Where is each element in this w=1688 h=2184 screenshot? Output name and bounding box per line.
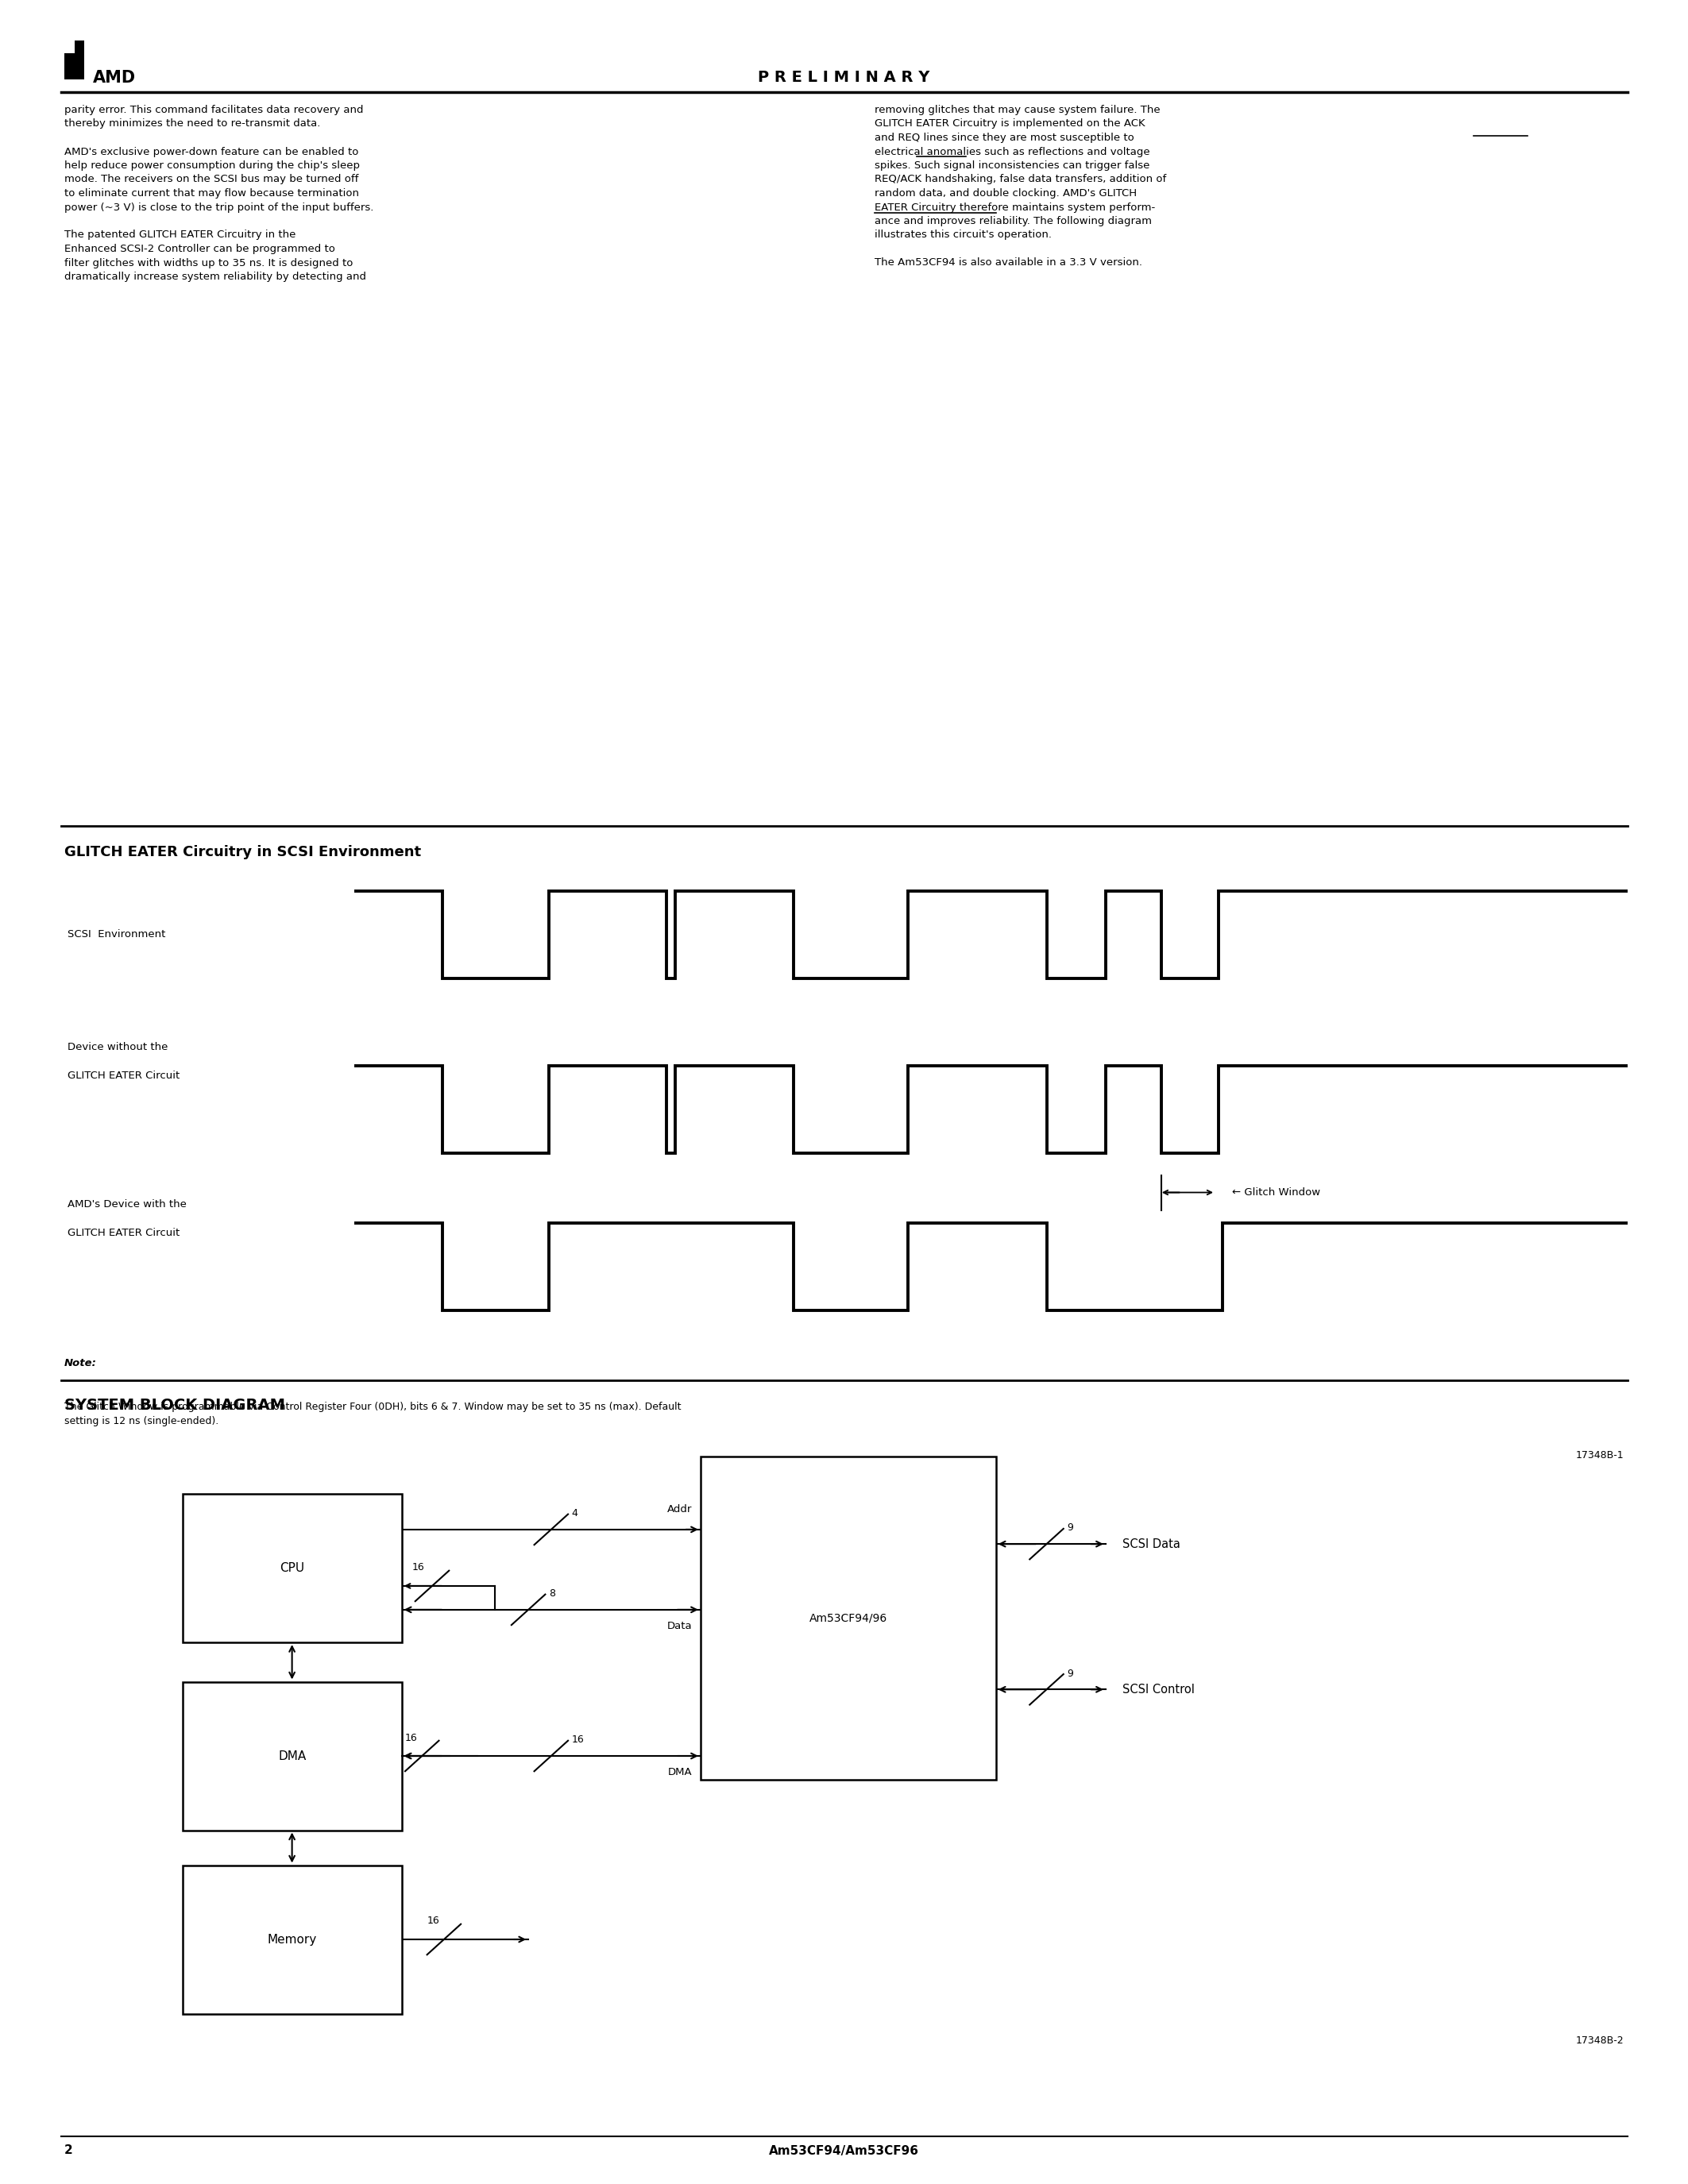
Text: Data: Data (667, 1621, 692, 1631)
Text: Device without the: Device without the (68, 1042, 167, 1053)
Text: SCSI Data: SCSI Data (1123, 1538, 1180, 1551)
Polygon shape (64, 41, 84, 81)
Text: 16: 16 (405, 1732, 417, 1743)
Text: DMA: DMA (279, 1749, 306, 1762)
Text: Memory: Memory (267, 1933, 317, 1946)
Text: P R E L I M I N A R Y: P R E L I M I N A R Y (758, 70, 930, 85)
Text: CPU: CPU (280, 1562, 304, 1575)
Text: removing glitches that may cause system failure. The
GLITCH EATER Circuitry is i: removing glitches that may cause system … (874, 105, 1166, 269)
Text: AMD's Device with the: AMD's Device with the (68, 1199, 187, 1210)
Text: 8: 8 (549, 1588, 555, 1599)
Text: SCSI  Environment: SCSI Environment (68, 930, 165, 939)
Text: SCSI Control: SCSI Control (1123, 1684, 1195, 1695)
Bar (182, 1494, 402, 1642)
Text: GLITCH EATER Circuitry in SCSI Environment: GLITCH EATER Circuitry in SCSI Environme… (64, 845, 420, 860)
Text: 16: 16 (427, 1915, 439, 1926)
Text: GLITCH EATER Circuit: GLITCH EATER Circuit (68, 1227, 179, 1238)
Text: 17348B-1: 17348B-1 (1575, 1450, 1624, 1461)
Bar (701, 1457, 996, 1780)
Text: SYSTEM BLOCK DIAGRAM: SYSTEM BLOCK DIAGRAM (64, 1398, 285, 1413)
Text: 9: 9 (1067, 1522, 1074, 1533)
Text: ← Glitch Window: ← Glitch Window (1232, 1188, 1320, 1197)
Text: Am53CF94/96: Am53CF94/96 (809, 1612, 888, 1625)
Text: Note:: Note: (64, 1358, 96, 1369)
Text: 16: 16 (571, 1734, 584, 1745)
Text: The Glitch Window is programmable via Control Register Four (0DH), bits 6 & 7. W: The Glitch Window is programmable via Co… (64, 1402, 680, 1426)
Text: parity error. This command facilitates data recovery and
thereby minimizes the n: parity error. This command facilitates d… (64, 105, 373, 282)
Text: 9: 9 (1067, 1669, 1074, 1679)
Text: GLITCH EATER Circuit: GLITCH EATER Circuit (68, 1070, 179, 1081)
Text: Addr: Addr (667, 1505, 692, 1514)
Text: 2: 2 (64, 2145, 73, 2156)
Bar (182, 1682, 402, 1830)
Text: 16: 16 (412, 1562, 424, 1572)
Text: 17348B-2: 17348B-2 (1575, 2035, 1624, 2046)
Text: DMA: DMA (668, 1767, 692, 1778)
Bar (182, 1865, 402, 2014)
Text: 4: 4 (571, 1509, 577, 1518)
Text: Am53CF94/Am53CF96: Am53CF94/Am53CF96 (770, 2145, 918, 2156)
Text: AMD: AMD (93, 70, 135, 85)
